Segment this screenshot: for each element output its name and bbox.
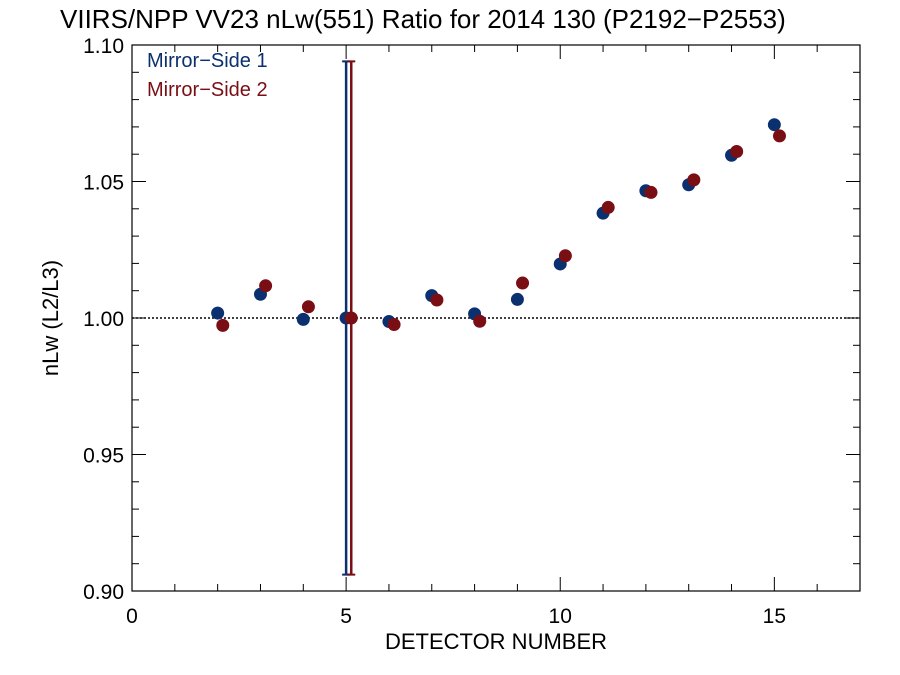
x-tick-label: 10 [549,605,572,628]
x-axis-label: DETECTOR NUMBER [385,629,607,654]
point-series-2 [473,314,487,328]
point-series-1 [767,118,781,132]
x-tick-label: 0 [126,605,138,628]
point-series-2 [387,318,401,332]
point-series-2 [516,276,530,290]
point-series-2 [730,144,744,158]
data-points [211,118,786,332]
point-series-2 [344,311,358,325]
point-series-2 [301,300,315,314]
point-series-1 [296,312,310,326]
axis-ticks [132,45,860,591]
legend-entry-mirror-side-2: Mirror−Side 2 [147,79,268,101]
point-series-2 [259,279,273,293]
point-series-2 [644,185,658,199]
point-series-2 [772,129,786,143]
y-tick-label: 0.95 [83,445,124,468]
x-tick-label: 15 [763,605,786,628]
y-tick-label: 1.00 [83,308,124,331]
point-series-2 [687,173,701,187]
y-tick-label: 0.90 [83,581,124,604]
point-series-1 [510,292,524,306]
y-tick-label: 1.05 [83,172,124,195]
y-tick-label: 1.10 [83,35,124,58]
point-series-2 [558,249,572,263]
x-tick-label: 5 [340,605,352,628]
point-series-2 [601,200,615,214]
point-series-2 [430,293,444,307]
y-axis-label: nLw (L2/L3) [38,260,63,376]
point-series-2 [216,318,230,332]
legend-entry-mirror-side-1: Mirror−Side 1 [147,50,268,72]
chart-title: VIIRS/NPP VV23 nLw(551) Ratio for 2014 1… [60,4,786,34]
tick-labels: 0 5 10 15 0.90 0.95 1.00 1.05 1.10 [83,35,786,628]
point-series-1 [211,306,225,320]
